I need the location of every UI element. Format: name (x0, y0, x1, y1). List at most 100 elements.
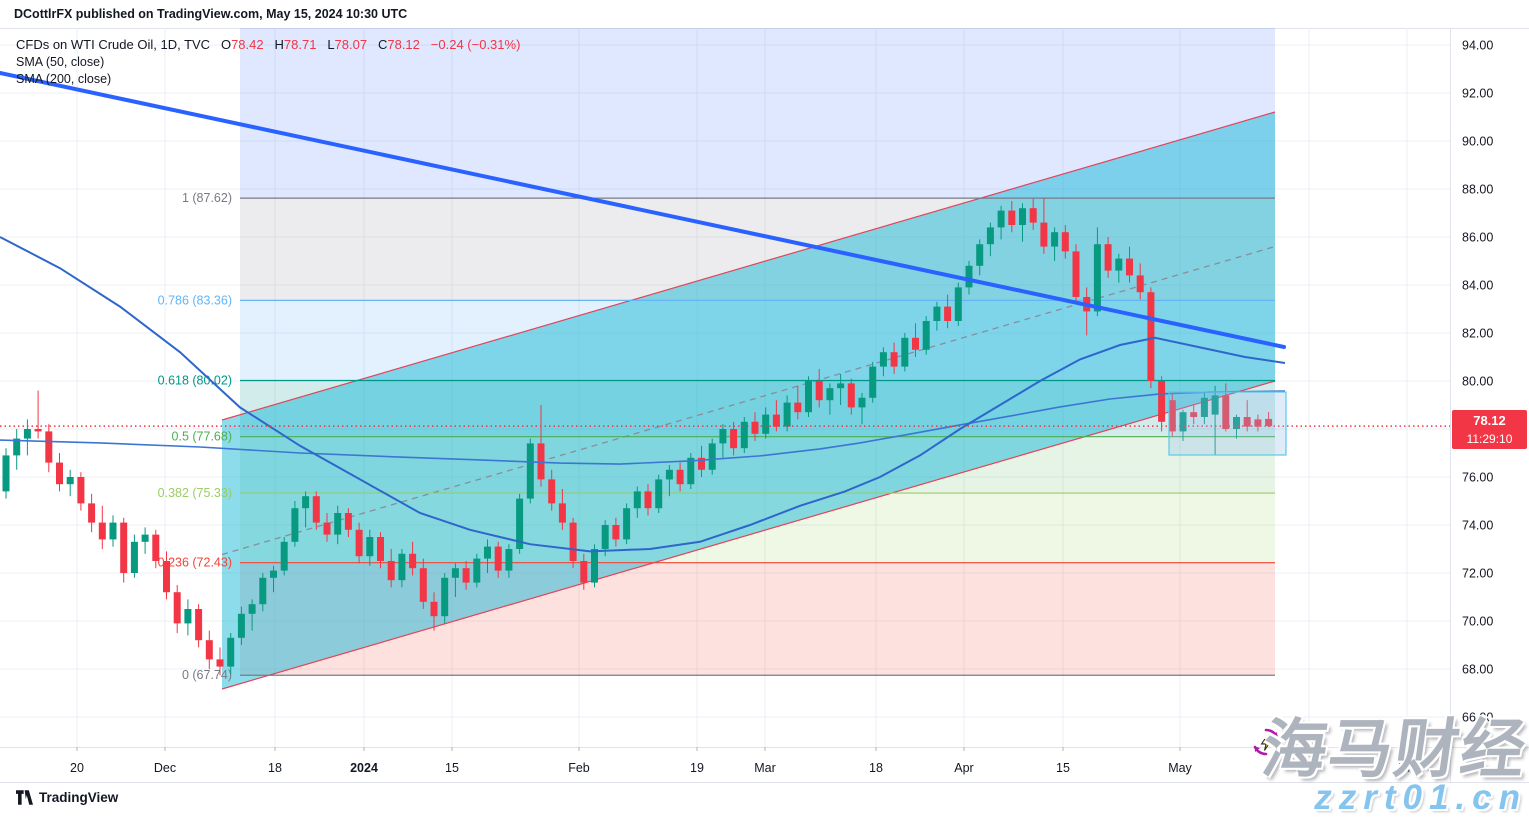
candle (623, 508, 631, 540)
price-axis-labels[interactable]: 94.00 92.00 90.00 88.00 86.00 84.00 82.00 80.00… (1462, 39, 1493, 725)
candle (1019, 208, 1026, 225)
candle (516, 498, 524, 549)
candle (312, 496, 320, 523)
candle (302, 496, 310, 509)
selection-box[interactable] (1168, 391, 1287, 456)
candle (1190, 412, 1198, 417)
candle (377, 537, 384, 561)
time-axis-label: Feb (568, 761, 590, 775)
tradingview-logo-icon (16, 790, 33, 805)
fib-level-label: 0.236 (72.43) (158, 556, 232, 570)
time-axis-labels[interactable]: 20 Dec 18 2024 15 Feb 19 Mar 18 Apr 15 May 20 Jun (70, 747, 1417, 775)
price-axis-label: 70.00 (1462, 615, 1493, 629)
candle (665, 469, 673, 480)
indicator-sma200-row[interactable]: SMA (200, close) (16, 72, 112, 86)
candle (858, 397, 866, 408)
candle (772, 414, 780, 427)
candlestick-series (2, 198, 1273, 676)
candle (152, 534, 160, 561)
candle (430, 601, 438, 617)
open-label: O (220, 37, 232, 52)
candle (879, 352, 887, 367)
footer-brand[interactable]: TradingView (16, 790, 118, 805)
sma-50-line[interactable] (0, 236, 1286, 553)
candle (505, 549, 513, 571)
close-label: C (377, 37, 388, 52)
fib-retracement-levels[interactable]: 1 (87.62) 0.786 (83.36) 0.618 (80.02) 0.5 (… (158, 191, 1275, 682)
symbol-title: CFDs on WTI Crude Oil, 1D, TVC (16, 37, 211, 52)
candle (730, 429, 738, 449)
price-axis-label: 84.00 (1462, 279, 1493, 293)
candle (1104, 244, 1112, 271)
candle (494, 546, 502, 571)
price-axis-label: 94.00 (1462, 39, 1493, 53)
candle (826, 388, 834, 401)
candle (1179, 412, 1187, 432)
low-label: L (327, 37, 335, 52)
sma-200-line[interactable] (0, 390, 1286, 465)
candle (644, 491, 652, 509)
indicator-sma50-row[interactable]: SMA (50, close) (16, 54, 105, 69)
time-axis-label: 20 (70, 761, 84, 775)
time-axis-label: Dec (154, 761, 176, 775)
candle (1029, 208, 1037, 223)
candle (1254, 419, 1262, 427)
candle (451, 568, 459, 578)
candle (548, 479, 556, 504)
candle (120, 522, 128, 573)
price-axis-label: 66.00 (1462, 711, 1493, 725)
downtrend-line[interactable] (0, 71, 1286, 349)
fib-level-label: 0 (67.74) (182, 668, 232, 682)
candle (976, 244, 984, 266)
candle (409, 553, 417, 569)
candle (944, 306, 952, 321)
fib-level-label: 0.786 (83.36) (158, 293, 232, 307)
candle (1136, 275, 1144, 293)
candle (1040, 222, 1048, 247)
candle (612, 525, 620, 540)
candle (1233, 417, 1240, 429)
candle (794, 402, 802, 413)
price-axis-label: 82.00 (1462, 327, 1493, 341)
candle (1168, 400, 1176, 432)
candle (537, 443, 545, 480)
candle (130, 541, 138, 573)
candle (601, 525, 609, 549)
candle (141, 534, 149, 542)
candle (591, 549, 598, 583)
high-value: 78.71 (283, 37, 317, 52)
candle (558, 503, 566, 523)
candle (997, 210, 1005, 228)
candle (1200, 397, 1208, 417)
attribution-text: DCottlrFX published on TradingView.com, … (14, 7, 408, 21)
candle (901, 337, 909, 367)
cycle-bolt-icon[interactable] (1250, 726, 1282, 758)
chart-legend[interactable]: CFDs on WTI Crude Oil, 1D, TVC O78.42 H7… (16, 36, 520, 89)
candle (965, 265, 973, 288)
candle (580, 561, 588, 583)
candle (1243, 417, 1251, 427)
candle (109, 522, 117, 540)
candle (933, 306, 941, 321)
candle (45, 431, 53, 463)
candle (387, 561, 395, 581)
open-value: 78.42 (231, 37, 264, 52)
candle (708, 443, 716, 470)
candle (216, 659, 224, 667)
time-axis-label: May (1168, 761, 1192, 775)
price-axis-label: 68.00 (1462, 663, 1493, 677)
candle (56, 462, 63, 485)
candle (237, 613, 245, 638)
time-axis-label: Apr (954, 761, 973, 775)
price-axis-label: 80.00 (1462, 375, 1493, 389)
candle (66, 477, 74, 485)
candle (13, 438, 21, 456)
candle (837, 383, 845, 389)
symbol-legend-row[interactable]: CFDs on WTI Crude Oil, 1D, TVC O78.42 H7… (16, 36, 520, 54)
candle (1115, 258, 1123, 271)
price-axis-label: 74.00 (1462, 519, 1493, 533)
candle (751, 421, 759, 434)
candle (173, 592, 181, 624)
candle (163, 561, 170, 593)
